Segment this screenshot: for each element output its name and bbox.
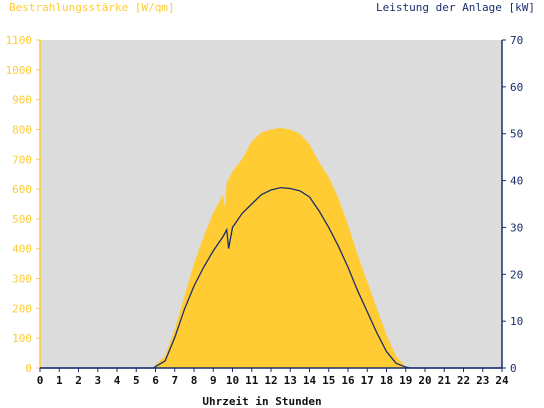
x-tick-label: 17 xyxy=(361,374,374,387)
x-tick-label: 3 xyxy=(94,374,101,387)
x-tick-label: 8 xyxy=(191,374,198,387)
x-tick-label: 10 xyxy=(226,374,239,387)
x-tick-label: 13 xyxy=(284,374,297,387)
x-tick-label: 16 xyxy=(341,374,355,387)
x-tick-label: 12 xyxy=(264,374,277,387)
x-tick-label: 0 xyxy=(37,374,44,387)
right-tick-label: 30 xyxy=(510,221,523,234)
left-tick-label: 0 xyxy=(25,362,32,375)
left-tick-label: 300 xyxy=(12,273,32,286)
x-tick-label: 21 xyxy=(438,374,452,387)
right-axis-title: Leistung der Anlage [kW] xyxy=(376,1,535,14)
right-tick-label: 20 xyxy=(510,268,523,281)
x-tick-label: 14 xyxy=(303,374,317,387)
x-tick-label: 4 xyxy=(114,374,121,387)
left-tick-label: 800 xyxy=(12,123,32,136)
x-tick-label: 9 xyxy=(210,374,217,387)
x-tick-label: 18 xyxy=(380,374,393,387)
left-axis-title: Bestrahlungsstärke [W/qm] xyxy=(9,1,175,14)
x-tick-label: 1 xyxy=(56,374,63,387)
x-tick-label: 22 xyxy=(457,374,470,387)
x-tick-label: 11 xyxy=(245,374,259,387)
x-tick-label: 19 xyxy=(399,374,412,387)
x-axis-ticks: 0 1 2 3 4 5 6 7 8 9 10 11 12 13 14 15 16 17 18 19 20 21 22 23 24 xyxy=(37,368,509,387)
right-tick-label: 60 xyxy=(510,81,523,94)
left-tick-label: 700 xyxy=(12,153,32,166)
left-tick-label: 200 xyxy=(12,302,32,315)
left-tick-label: 1000 xyxy=(6,64,33,77)
right-tick-label: 10 xyxy=(510,315,523,328)
irradiance-series xyxy=(40,127,502,369)
x-tick-label: 15 xyxy=(322,374,335,387)
power-line xyxy=(40,186,502,369)
x-tick-label: 23 xyxy=(476,374,489,387)
x-tick-label: 6 xyxy=(152,374,159,387)
x-axis-title: Uhrzeit in Stunden xyxy=(202,395,321,408)
x-tick-label: 20 xyxy=(418,374,431,387)
left-tick-label: 600 xyxy=(12,183,32,196)
right-tick-label: 40 xyxy=(510,175,523,188)
irradiance-area xyxy=(40,127,502,369)
left-tick-label: 1100 xyxy=(6,34,33,47)
right-tick-label: 70 xyxy=(510,34,523,47)
x-tick-label: 7 xyxy=(171,374,178,387)
left-tick-label: 400 xyxy=(12,243,32,256)
x-tick-label: 2 xyxy=(75,374,82,387)
right-axis-ticks: 0 10 20 30 40 50 60 70 xyxy=(502,34,523,375)
left-axis-ticks: 0 100 200 300 400 500 600 700 800 900 1000 1100 xyxy=(6,34,40,375)
power-series xyxy=(40,186,502,369)
left-tick-label: 100 xyxy=(12,332,32,345)
x-tick-label: 5 xyxy=(133,374,140,387)
left-tick-label: 900 xyxy=(12,94,32,107)
right-tick-label: 0 xyxy=(510,362,517,375)
x-tick-label: 24 xyxy=(495,374,509,387)
right-tick-label: 50 xyxy=(510,128,523,141)
left-tick-label: 500 xyxy=(12,213,32,226)
